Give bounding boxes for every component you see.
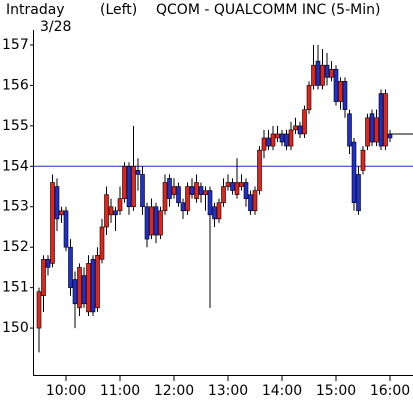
x-tick-label: 13:00: [208, 383, 248, 399]
candle-body: [41, 259, 46, 297]
y-tick-label: 155: [2, 118, 29, 134]
candle-body: [311, 64, 316, 86]
candle-body: [158, 210, 163, 236]
candle-body: [104, 194, 109, 228]
candle-body: [117, 198, 123, 212]
candle-body: [351, 141, 357, 204]
candle-body: [108, 206, 114, 216]
candle-body: [239, 182, 244, 187]
candle-body: [68, 246, 73, 288]
x-tick-label: 15:00: [316, 383, 356, 399]
candle-body: [122, 166, 127, 199]
candle-body: [140, 174, 145, 208]
candle-body: [207, 190, 213, 216]
candle-body: [126, 166, 132, 208]
candle-body: [86, 263, 91, 313]
candle-body: [365, 117, 370, 147]
candle-body: [342, 81, 348, 110]
candle-body: [257, 149, 262, 191]
candle-body: [162, 182, 168, 212]
candle-body: [243, 182, 249, 199]
candle-body: [50, 182, 55, 264]
date-label: 3/28: [40, 19, 71, 35]
candle-body: [194, 182, 199, 199]
candle-body: [284, 133, 289, 147]
candle-body: [189, 186, 195, 195]
candle-body: [302, 109, 307, 135]
candle-body: [45, 259, 51, 268]
candle-body: [144, 206, 150, 240]
candle-body: [198, 186, 204, 195]
candle-body: [230, 182, 235, 191]
candle-body: [131, 166, 136, 208]
axis-side-label: (Left): [100, 2, 137, 18]
candle-body: [72, 279, 78, 305]
candle-body: [36, 291, 42, 329]
y-tick-label: 151: [2, 280, 29, 296]
candle-body: [153, 206, 159, 236]
candle-body: [90, 259, 96, 313]
candle-body: [212, 206, 217, 220]
chart-title: QCOM - QUALCOMM INC (5-Min): [156, 2, 380, 18]
candle-body: [59, 210, 64, 216]
candle-body: [180, 202, 186, 212]
candle-body: [293, 125, 298, 131]
candle-body: [95, 254, 100, 309]
y-tick-label: 156: [2, 77, 29, 93]
candle-body: [338, 81, 343, 102]
candle-body: [77, 267, 82, 309]
chart-subtitle: Intraday: [6, 2, 65, 18]
candle-body: [356, 174, 361, 212]
candle-body: [81, 275, 87, 305]
candle-body: [221, 186, 226, 204]
candle-body: [248, 194, 253, 212]
candle-body: [171, 186, 177, 195]
candle-body: [333, 68, 339, 102]
candle-body: [329, 68, 334, 78]
candle-body: [270, 133, 276, 147]
candle-body: [167, 178, 172, 199]
candle-body: [135, 170, 141, 175]
x-tick-label: 12:00: [154, 383, 194, 399]
candle-body: [225, 182, 231, 187]
candle-body: [54, 186, 60, 220]
candle-body: [297, 125, 303, 135]
candle-body: [315, 60, 321, 86]
candle-body: [347, 113, 352, 147]
candle-body: [360, 149, 366, 171]
x-tick-label: 10:00: [46, 383, 86, 399]
y-tick-label: 152: [2, 239, 29, 255]
candle-body: [149, 206, 154, 236]
candle-body: [320, 64, 325, 86]
y-tick-label: 150: [2, 320, 29, 336]
candle-body: [63, 210, 69, 248]
x-tick-label: 14:00: [262, 383, 302, 399]
candle-body: [252, 190, 258, 212]
candle-body: [387, 133, 393, 139]
candle-body: [234, 182, 240, 195]
candle-body: [99, 226, 105, 260]
candle-body: [216, 202, 222, 220]
y-tick-label: 153: [2, 199, 29, 215]
candle-body: [261, 137, 267, 151]
candle-body: [279, 133, 285, 143]
candle-body: [113, 210, 118, 216]
candle-body: [324, 64, 330, 78]
x-tick-label: 16:00: [370, 383, 410, 399]
y-tick-label: 157: [2, 37, 29, 53]
candle-body: [185, 186, 190, 212]
candle-body: [176, 186, 181, 204]
candle-body: [369, 113, 375, 143]
candle-body: [383, 93, 388, 147]
candle-body: [266, 137, 271, 147]
candle-body: [275, 133, 280, 139]
candle-body: [306, 85, 312, 110]
candle-body: [288, 129, 294, 147]
x-tick-label: 11:00: [100, 383, 140, 399]
candle-body: [374, 117, 379, 143]
candle-body: [203, 190, 208, 195]
y-tick-label: 154: [2, 158, 29, 174]
candle-body: [378, 93, 384, 147]
